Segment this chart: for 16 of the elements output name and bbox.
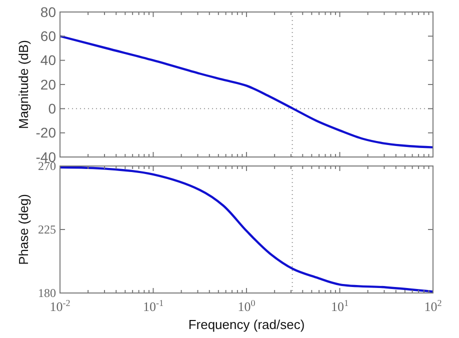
y-tick-label: 20 [40,76,56,92]
x-axis-title: Frequency (rad/sec) [188,317,305,332]
x-tick-label: 10$^{-1}$ [142,298,164,314]
y-tick-label: 40 [40,52,56,68]
y-tick-label: 80 [40,4,56,20]
x-tick-label: 10$^{-2}$ [50,298,71,314]
x-tick-label: 10$^{1}$ [330,298,349,314]
x-tick-label: 10$^{0}$ [238,298,256,314]
y-tick-label: -20 [36,124,56,141]
y-tick-label: 225 [38,222,56,237]
x-tick-label: 10$^{2}$ [424,298,442,314]
y-axis-title: Magnitude (dB) [16,40,31,129]
y-tick-label: 0 [48,100,56,117]
y-tick-label: 180 [38,286,56,300]
y-axis-title: Phase (deg) [16,194,31,265]
y-tick-label: 60 [40,28,56,44]
